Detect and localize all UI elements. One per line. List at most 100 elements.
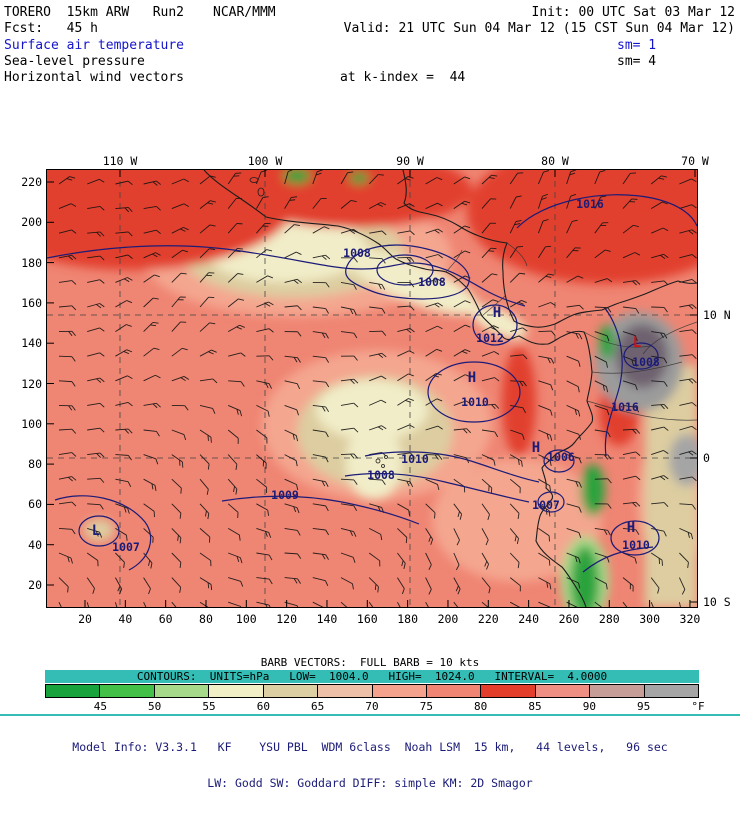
gridpoint-x-tick-label: 300 xyxy=(639,612,660,626)
k-index-note: at k-index = 44 xyxy=(340,70,465,85)
colorbar-tick-label: 60 xyxy=(257,700,270,713)
colorbar-segment xyxy=(427,685,481,697)
high-center-mark: H xyxy=(493,305,501,321)
weather-plot-page: TORERO 15km ARW Run2 NCAR/MMM Init: 00 U… xyxy=(0,0,740,740)
pressure-value-label: 1008 xyxy=(343,246,371,260)
longitude-tick-label: 70 W xyxy=(681,154,709,168)
gridpoint-y-tick-label: 60 xyxy=(28,497,42,511)
latitude-tick-label: 10 S xyxy=(703,595,731,609)
gridpoint-y-tick-label: 80 xyxy=(28,457,42,471)
colorbar-segment xyxy=(264,685,318,697)
contours-caption: CONTOURS: UNITS=hPa LOW= 1004.0 HIGH= 10… xyxy=(137,670,607,683)
gridpoint-x-tick-label: 120 xyxy=(276,612,297,626)
pressure-value-label: 1010 xyxy=(622,538,650,552)
gridpoint-y-tick-label: 40 xyxy=(28,538,42,552)
model-title: TORERO 15km ARW Run2 xyxy=(4,5,184,20)
colorbar-tick-label: 70 xyxy=(365,700,378,713)
gridpoint-x-tick-label: 260 xyxy=(559,612,580,626)
high-center-mark: H xyxy=(627,520,635,536)
colorbar-tick-label: 75 xyxy=(420,700,433,713)
model-info-line2: LW: Godd SW: Goddard DIFF: simple KM: 2D… xyxy=(0,777,740,789)
pressure-value-label: 1010 xyxy=(461,395,489,409)
longitude-tick-label: 100 W xyxy=(248,154,283,168)
contours-caption-strip: CONTOURS: UNITS=hPa LOW= 1004.0 HIGH= 10… xyxy=(45,670,699,683)
pressure-value-label: 1012 xyxy=(476,331,504,345)
colorbar-tick-label: 50 xyxy=(148,700,161,713)
gridpoint-y-tick-label: 180 xyxy=(21,256,42,270)
gridpoint-x-tick-label: 280 xyxy=(599,612,620,626)
colorbar-segment xyxy=(209,685,263,697)
longitude-tick-label: 90 W xyxy=(396,154,424,168)
colorbar-tick-label: 55 xyxy=(202,700,215,713)
low-center-mark: L xyxy=(92,523,100,539)
gridpoint-x-tick-label: 20 xyxy=(78,612,92,626)
pressure-value-label: 1006 xyxy=(547,450,575,464)
gridpoint-x-tick-label: 80 xyxy=(199,612,213,626)
colorbar-tick-label: 85 xyxy=(528,700,541,713)
longitude-tick-label: 110 W xyxy=(103,154,138,168)
colorbar-segment xyxy=(590,685,644,697)
valid-time: Valid: 21 UTC Sun 04 Mar 12 (15 CST Sun … xyxy=(344,21,735,36)
latitude-tick-label: 10 N xyxy=(703,308,731,322)
high-center-mark: H xyxy=(468,370,476,386)
colorbar-segment xyxy=(318,685,372,697)
field-temperature-sm: sm= 1 xyxy=(617,38,656,53)
gridpoint-x-tick-label: 160 xyxy=(357,612,378,626)
colorbar-tick-label: 95 xyxy=(637,700,650,713)
gridpoint-y-tick-label: 120 xyxy=(21,377,42,391)
gridpoint-y-tick-label: 140 xyxy=(21,336,42,350)
gridpoint-x-tick-label: 320 xyxy=(680,612,701,626)
gridpoint-y-tick-label: 20 xyxy=(28,578,42,592)
colorbar-tick-label: 45 xyxy=(94,700,107,713)
field-pressure: Sea-level pressure xyxy=(4,54,145,69)
longitude-tick-label: 80 W xyxy=(541,154,569,168)
colorbar-segment xyxy=(481,685,535,697)
pressure-value-label: 1008 xyxy=(418,275,446,289)
colorbar-tick-label: 90 xyxy=(583,700,596,713)
pressure-value-label: 1008 xyxy=(632,355,660,369)
pressure-value-label: 1016 xyxy=(576,197,604,211)
gridpoint-x-tick-label: 200 xyxy=(438,612,459,626)
gridpoint-x-tick-label: 180 xyxy=(397,612,418,626)
latitude-tick-label: 0 xyxy=(703,451,710,465)
pressure-value-label: 1010 xyxy=(401,452,429,466)
pressure-value-label: 1007 xyxy=(112,540,140,554)
colorbar-tick-label: °F xyxy=(691,700,704,713)
forecast-hour: Fcst: 45 h xyxy=(4,21,98,36)
colorbar-segment xyxy=(100,685,154,697)
pressure-value-label: 1016 xyxy=(611,400,639,414)
pressure-value-label: 1009 xyxy=(271,488,299,502)
field-wind: Horizontal wind vectors xyxy=(4,70,184,85)
colorbar-segment xyxy=(46,685,100,697)
gridpoint-x-tick-label: 140 xyxy=(317,612,338,626)
gridpoint-y-tick-label: 160 xyxy=(21,296,42,310)
gridpoint-x-tick-label: 100 xyxy=(236,612,257,626)
colorbar-segment xyxy=(645,685,698,697)
model-info-line1: Model Info: V3.3.1 KF YSU PBL WDM 6class… xyxy=(0,741,740,753)
barb-vectors-caption: BARB VECTORS: FULL BARB = 10 kts xyxy=(0,656,740,669)
high-center-mark: H xyxy=(532,440,540,456)
init-time: Init: 00 UTC Sat 03 Mar 12 xyxy=(532,5,736,20)
gridpoint-y-tick-label: 220 xyxy=(21,175,42,189)
low-center-mark: L xyxy=(633,335,641,351)
colorbar-tick-label: 65 xyxy=(311,700,324,713)
weather-map-canvas: 1016 1008 1008 H 1012 L 1008 H 1010 1016 H 1006 1010… xyxy=(47,170,697,607)
colorbar-tick-label: 80 xyxy=(474,700,487,713)
center-name: NCAR/MMM xyxy=(213,5,276,20)
field-pressure-sm: sm= 4 xyxy=(617,54,656,69)
gridpoint-y-tick-label: 200 xyxy=(21,215,42,229)
colorbar-segment xyxy=(155,685,209,697)
temperature-colorbar xyxy=(45,684,699,698)
gridpoint-x-tick-label: 40 xyxy=(118,612,132,626)
gridpoint-x-tick-label: 220 xyxy=(478,612,499,626)
gridpoint-x-tick-label: 240 xyxy=(518,612,539,626)
gridpoint-y-tick-label: 100 xyxy=(21,417,42,431)
field-temperature: Surface air temperature xyxy=(4,38,184,53)
model-info-footer: Model Info: V3.3.1 KF YSU PBL WDM 6class… xyxy=(0,714,740,740)
map-plot-frame: 1016 1008 1008 H 1012 L 1008 H 1010 1016 H 1006 1010… xyxy=(46,169,698,608)
pressure-value-label: 1008 xyxy=(367,468,395,482)
pressure-value-label: 1007 xyxy=(532,498,560,512)
colorbar-segment xyxy=(373,685,427,697)
colorbar-segment xyxy=(536,685,590,697)
